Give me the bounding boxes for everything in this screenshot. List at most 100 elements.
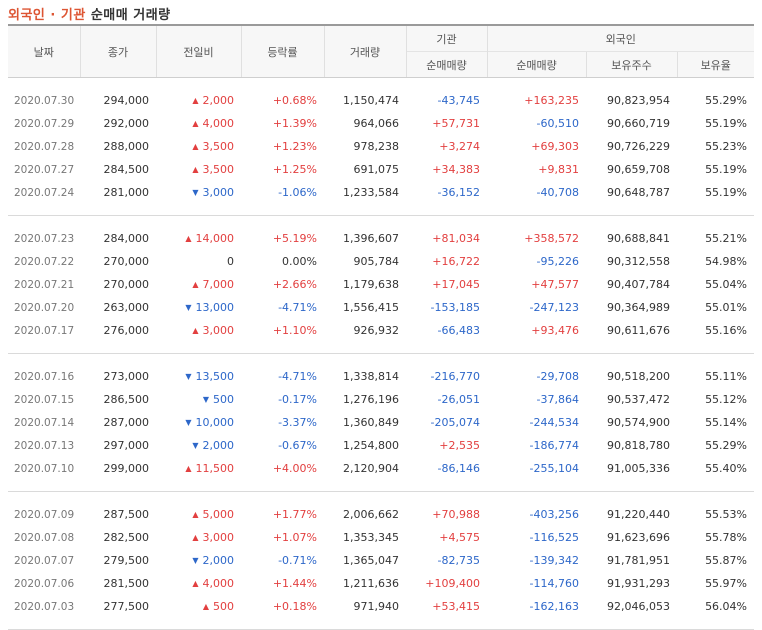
change-value: 0 — [227, 255, 234, 268]
cell-institution-net: -153,185 — [430, 301, 480, 314]
cell-date: 2020.07.09 — [14, 508, 75, 521]
cell-foreign-holdings: 90,611,676 — [607, 324, 670, 337]
group-separator — [8, 492, 754, 504]
cell-rate: +1.44% — [272, 577, 317, 590]
cell-close: 297,000 — [103, 439, 150, 452]
cell-change: ▼ 13,000 — [156, 296, 241, 319]
cell-rate: -1.06% — [278, 186, 317, 199]
cell-institution-net: +81,034 — [432, 232, 480, 245]
cell-rate: +1.23% — [272, 140, 317, 153]
cell-foreign-net: +93,476 — [531, 324, 579, 337]
separator-cell — [8, 204, 755, 216]
cell-change: ▲ 3,500 — [156, 158, 241, 181]
header-foreign-group: 외국인 — [486, 25, 755, 52]
cell-date: 2020.07.16 — [14, 370, 75, 383]
cell-date: 2020.07.17 — [14, 324, 75, 337]
separator-cell — [8, 78, 754, 90]
triangle-up-icon: ▲ — [192, 579, 199, 588]
cell-foreign-holdings: 90,660,719 — [607, 117, 670, 130]
group-separator — [8, 480, 755, 492]
cell-foreign-net: -403,256 — [529, 508, 579, 521]
cell-volume: 1,360,849 — [343, 416, 399, 429]
separator-cell — [8, 216, 754, 228]
cell-foreign-holdings: 92,046,053 — [607, 600, 670, 613]
cell-foreign-ratio: 55.11% — [705, 370, 748, 383]
cell-change: ▲ 4,000 — [156, 112, 241, 135]
section-title-foreign-inst: 외국인 · 기관 — [8, 8, 86, 23]
table-row: 2020.07.23 284,000 ▲ 14,000 +5.19% 1,396,607 +… — [8, 227, 754, 250]
cell-date: 2020.07.22 — [14, 255, 75, 268]
cell-volume: 1,365,047 — [343, 554, 399, 567]
table-row: 2020.07.22 270,000 0 0.00% 905,784 +16,722 -95… — [8, 250, 754, 273]
header-foreign-holdings: 보유주수 — [585, 51, 677, 78]
change-value: 2,000 — [202, 439, 235, 452]
cell-volume: 1,254,800 — [343, 439, 399, 452]
cell-foreign-ratio: 55.78% — [705, 531, 748, 544]
cell-foreign-ratio: 55.19% — [705, 186, 748, 199]
cell-rate: +1.10% — [272, 324, 317, 337]
separator-cell — [8, 492, 754, 504]
cell-foreign-ratio: 55.01% — [705, 301, 748, 314]
cell-close: 287,000 — [103, 416, 150, 429]
cell-foreign-holdings: 91,781,951 — [607, 554, 670, 567]
header-close: 종가 — [79, 25, 156, 78]
cell-date: 2020.07.21 — [14, 278, 75, 291]
cell-foreign-net: -60,510 — [536, 117, 579, 130]
cell-foreign-net: -116,525 — [529, 531, 579, 544]
cell-foreign-net: -114,760 — [529, 577, 579, 590]
cell-date: 2020.07.08 — [14, 531, 75, 544]
change-value: 13,000 — [195, 301, 235, 314]
cell-rate: -0.71% — [278, 554, 317, 567]
cell-foreign-net: -162,163 — [529, 600, 579, 613]
change-value: 3,000 — [202, 324, 235, 337]
table-row: 2020.07.15 286,500 ▼ 500 -0.17% 1,276,196 -26,… — [8, 388, 754, 411]
section-title: 외국인 · 기관 순매매 거래량 — [8, 4, 171, 23]
cell-foreign-net: -244,534 — [529, 416, 579, 429]
cell-change: ▲ 3,500 — [156, 135, 241, 158]
cell-change: ▼ 2,000 — [156, 434, 241, 457]
header-foreign-net: 순매매량 — [486, 51, 586, 78]
cell-date: 2020.07.13 — [14, 439, 75, 452]
separator-cell — [8, 354, 754, 366]
change-value: 11,500 — [195, 462, 235, 475]
cell-volume: 1,396,607 — [343, 232, 399, 245]
change-value: 3,500 — [202, 163, 235, 176]
change-value: 4,000 — [202, 117, 235, 130]
cell-date: 2020.07.24 — [14, 186, 75, 199]
cell-foreign-ratio: 55.40% — [705, 462, 748, 475]
change-value: 5,000 — [202, 508, 235, 521]
cell-foreign-net: -29,708 — [536, 370, 579, 383]
cell-foreign-holdings: 90,726,229 — [607, 140, 670, 153]
cell-rate: +0.68% — [272, 94, 317, 107]
cell-foreign-net: -37,864 — [536, 393, 579, 406]
cell-rate: -0.67% — [278, 439, 317, 452]
group-separator — [8, 216, 754, 228]
cell-date: 2020.07.14 — [14, 416, 75, 429]
header-change: 전일비 — [155, 25, 241, 78]
trade-table-container: 날짜 종가 전일비 등락률 거래량 기관 외국인 순매매량 순매매량 보유주수 … — [8, 24, 755, 630]
triangle-up-icon: ▲ — [192, 326, 199, 335]
cell-foreign-holdings: 90,818,780 — [607, 439, 670, 452]
group-separator — [8, 618, 755, 630]
cell-change: ▼ 2,000 — [156, 549, 241, 572]
change-value: 3,000 — [202, 186, 235, 199]
cell-close: 277,500 — [103, 600, 150, 613]
cell-close: 279,500 — [103, 554, 150, 567]
cell-foreign-holdings: 90,648,787 — [607, 186, 670, 199]
triangle-up-icon: ▲ — [185, 464, 192, 473]
triangle-up-icon: ▲ — [192, 142, 199, 151]
triangle-up-icon: ▲ — [192, 280, 199, 289]
cell-foreign-holdings: 90,574,900 — [607, 416, 670, 429]
table-row: 2020.07.27 284,500 ▲ 3,500 +1.25% 691,075 +34,… — [8, 158, 754, 181]
cell-close: 284,500 — [103, 163, 150, 176]
cell-foreign-ratio: 55.29% — [705, 94, 748, 107]
cell-foreign-net: +358,572 — [524, 232, 579, 245]
cell-institution-net: -86,146 — [437, 462, 480, 475]
cell-foreign-holdings: 91,005,336 — [607, 462, 670, 475]
cell-rate: +5.19% — [272, 232, 317, 245]
cell-foreign-net: -139,342 — [529, 554, 579, 567]
table-row: 2020.07.13 297,000 ▼ 2,000 -0.67% 1,254,800 +2… — [8, 434, 754, 457]
cell-foreign-holdings: 91,931,293 — [607, 577, 670, 590]
cell-date: 2020.07.06 — [14, 577, 75, 590]
cell-change: 0 — [156, 250, 241, 273]
